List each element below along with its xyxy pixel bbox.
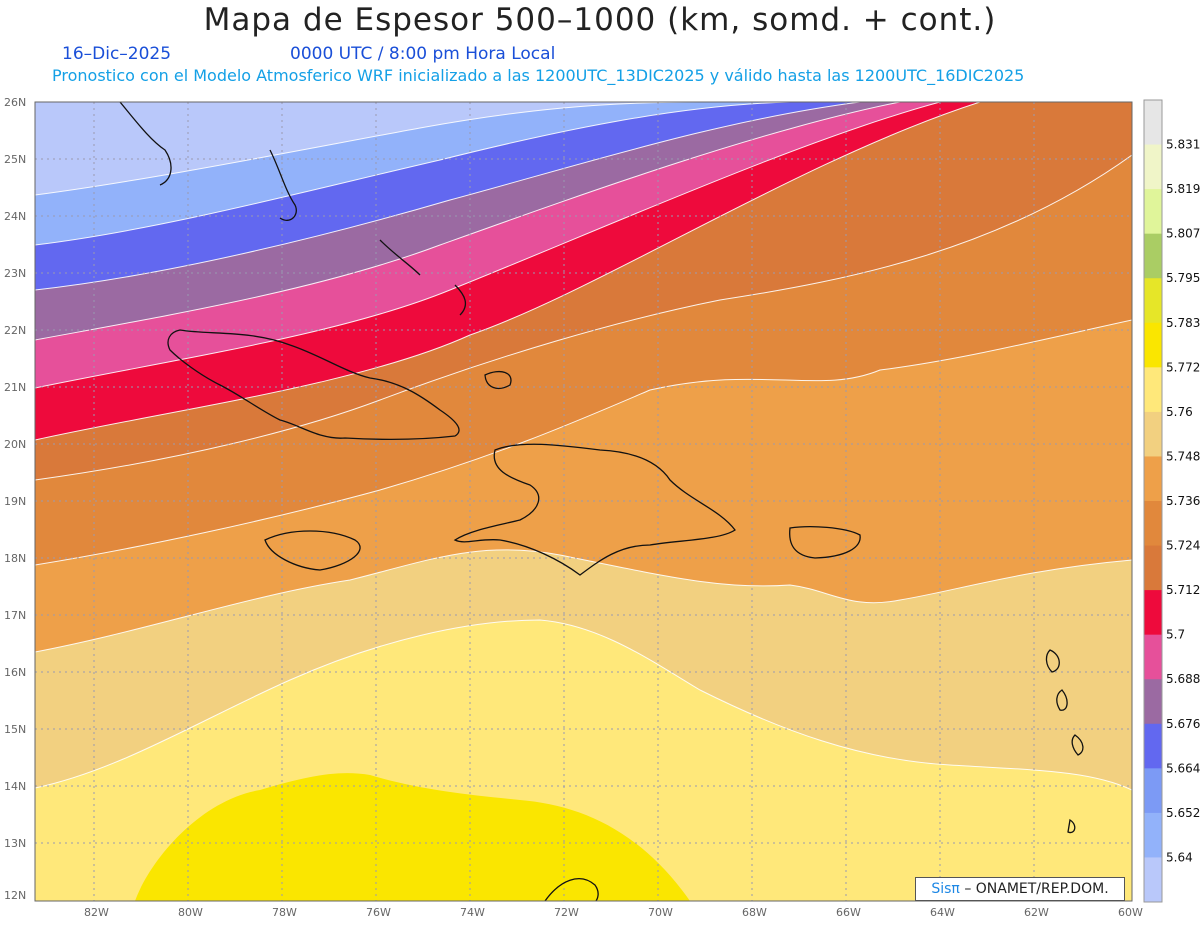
lon-label: 64W [930, 906, 955, 919]
colorbar-label: 5.783 [1166, 316, 1200, 330]
colorbar-label: 5.772 [1166, 360, 1200, 374]
band-5.772 [135, 773, 690, 901]
colorbar-swatch [1144, 723, 1162, 769]
colorbar-label: 5.712 [1166, 583, 1200, 597]
lon-label: 70W [648, 906, 673, 919]
colorbar-swatch [1144, 501, 1162, 547]
colorbar-label: 5.736 [1166, 494, 1200, 508]
lat-label: 24N [4, 210, 26, 223]
colorbar: 5.831 5.819 5.807 5.795 5.783 5.772 5.76 5.748 5… [1143, 99, 1200, 903]
forecast-date: 16–Dic–2025 [62, 44, 172, 64]
colorbar-label: 5.831 [1166, 138, 1200, 152]
lat-label: 20N [4, 438, 26, 451]
lon-label: 82W [84, 906, 109, 919]
lon-label: 60W [1118, 906, 1143, 919]
lat-label: 19N [4, 495, 26, 508]
coast-puerto-rico [789, 526, 861, 559]
colorbar-label: 5.688 [1166, 672, 1200, 686]
coast-venezuela [544, 878, 599, 901]
coast-cuba [167, 329, 460, 440]
coast-bahamas-2 [379, 239, 421, 276]
lat-label: 12N [4, 889, 26, 902]
coastlines [119, 102, 1084, 901]
credit-text: – ONAMET/REP.DOM. [964, 881, 1109, 897]
lat-label: 26N [4, 96, 26, 109]
colorbar-swatch [1144, 100, 1162, 146]
colorbar-label: 5.676 [1166, 717, 1200, 731]
colorbar-swatch [1144, 768, 1162, 814]
map-title: Mapa de Espesor 500–1000 (km, somd. + co… [203, 2, 997, 38]
lon-label: 68W [742, 906, 767, 919]
colorbar-label: 5.807 [1166, 227, 1200, 241]
colorbar-swatch [1144, 634, 1162, 680]
lat-label: 23N [4, 267, 26, 280]
forecast-time: 0000 UTC / 8:00 pm Hora Local [290, 44, 556, 64]
coast-bahamas-3 [454, 284, 467, 316]
colorbar-swatch [1144, 411, 1162, 457]
longitude-labels: 82W 80W 78W 76W 74W 72W 70W 68W 66W 64W … [84, 906, 1143, 919]
coast-hispaniola [453, 443, 736, 576]
thickness-bands [35, 102, 1132, 901]
lon-label: 78W [272, 906, 297, 919]
colorbar-label: 5.724 [1166, 539, 1200, 553]
colorbar-swatch [1144, 278, 1162, 324]
lat-label: 21N [4, 381, 26, 394]
lon-label: 66W [836, 906, 861, 919]
colorbar-swatch [1144, 367, 1162, 413]
colorbar-label: 5.748 [1166, 449, 1200, 463]
graticule [35, 102, 1132, 901]
lat-label: 18N [4, 552, 26, 565]
colorbar-frame [1143, 99, 1163, 903]
lat-label: 25N [4, 153, 26, 166]
colorbar-label: 5.652 [1166, 806, 1200, 820]
colorbar-swatch [1144, 322, 1162, 368]
coast-bahamas-1 [269, 149, 297, 221]
colorbar-label: 5.819 [1166, 182, 1200, 196]
lat-label: 13N [4, 837, 26, 850]
latitude-labels: 26N 25N 24N 23N 22N 21N 20N 19N 18N 17N … [4, 96, 26, 902]
coast-turks [484, 371, 512, 389]
coast-jamaica [264, 530, 361, 571]
colorbar-swatch [1144, 456, 1162, 502]
lat-label: 14N [4, 780, 26, 793]
coast-florida [119, 102, 172, 186]
lon-label: 80W [178, 906, 203, 919]
model-description: Pronostico con el Modelo Atmosferico WRF… [52, 66, 1025, 85]
colorbar-swatch [1144, 545, 1162, 591]
credit-badge: Sisπ – ONAMET/REP.DOM. [915, 877, 1125, 901]
colorbar-swatch [1144, 590, 1162, 636]
colorbar-label: 5.76 [1166, 405, 1193, 419]
colorbar-label: 5.664 [1166, 761, 1200, 775]
colorbar-swatch [1144, 144, 1162, 190]
sispi-logo: Sisπ [931, 881, 960, 897]
colorbar-label: 5.64 [1166, 850, 1193, 864]
colorbar-swatch [1144, 679, 1162, 725]
lon-label: 72W [554, 906, 579, 919]
lon-label: 74W [460, 906, 485, 919]
lon-label: 62W [1024, 906, 1049, 919]
lat-label: 16N [4, 666, 26, 679]
lat-label: 15N [4, 723, 26, 736]
colorbar-label: 5.7 [1166, 628, 1185, 642]
lon-label: 76W [366, 906, 391, 919]
colorbar-swatch [1144, 189, 1162, 235]
colorbar-swatch [1144, 233, 1162, 279]
colorbar-label: 5.795 [1166, 271, 1200, 285]
coast-lesser-antilles [1045, 649, 1084, 834]
lat-label: 17N [4, 609, 26, 622]
lat-label: 22N [4, 324, 26, 337]
colorbar-swatch [1144, 857, 1162, 903]
colorbar-swatch [1144, 812, 1162, 858]
